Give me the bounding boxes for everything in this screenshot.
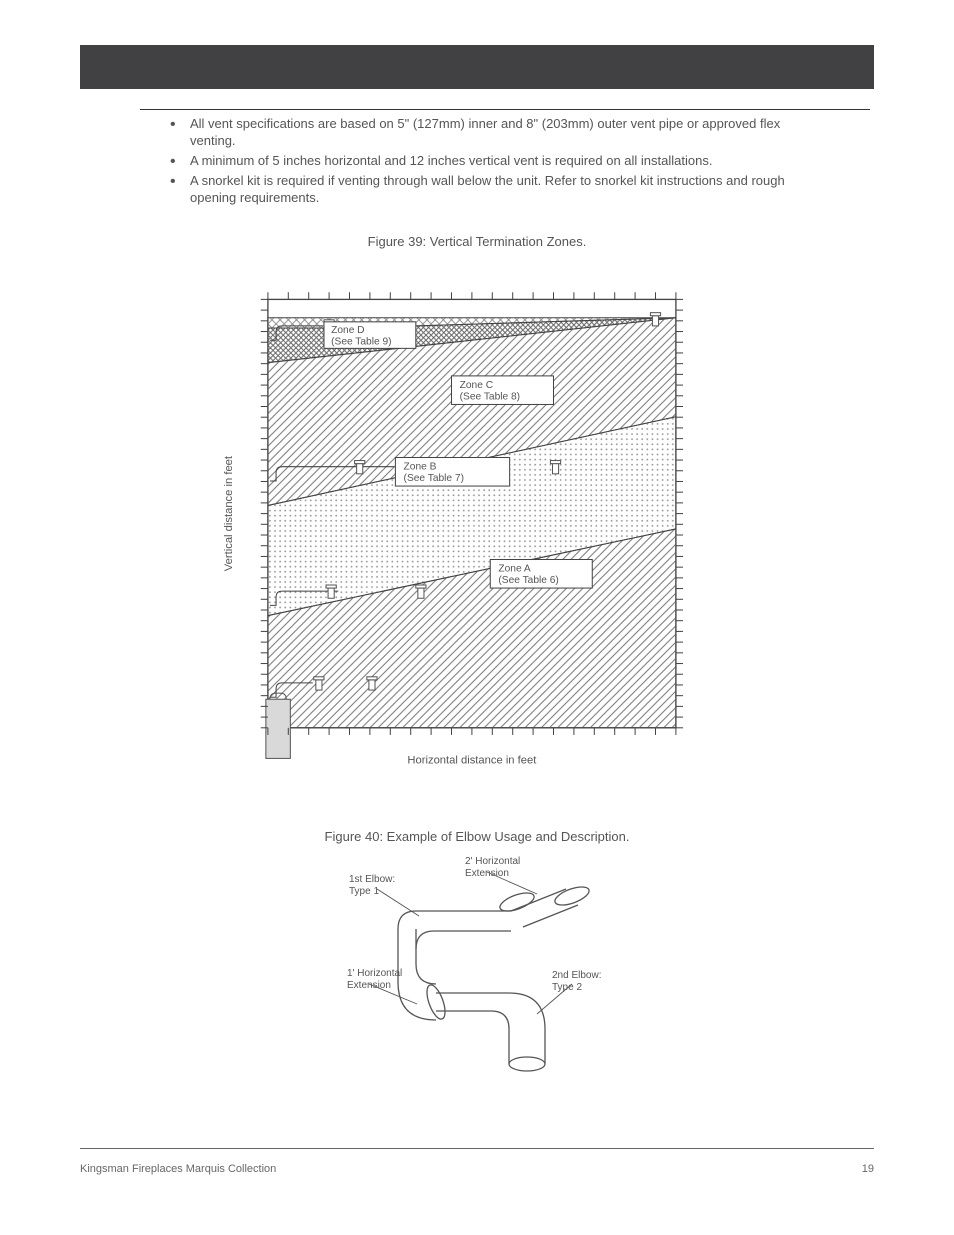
svg-text:Zone C: Zone C xyxy=(460,381,493,392)
svg-text:Zone A: Zone A xyxy=(498,564,530,575)
vent-zone-chart: Zone D (See Table 9) Zone C (See Table 8… xyxy=(177,279,777,789)
bullet-item: A snorkel kit is required if venting thr… xyxy=(170,173,810,207)
svg-text:Zone B: Zone B xyxy=(404,462,437,473)
svg-text:Extension: Extension xyxy=(465,868,509,879)
divider-rule xyxy=(140,109,870,110)
elbow-diagram: 1st Elbow: Type 1 2' Horizontal Extensio… xyxy=(347,854,607,1084)
bullet-item: A minimum of 5 inches horizontal and 12 … xyxy=(170,153,810,170)
footer-right: 19 xyxy=(862,1163,874,1175)
svg-text:Zone D: Zone D xyxy=(331,326,364,337)
svg-text:(See Table 7): (See Table 7) xyxy=(404,473,464,484)
figure-40-caption: Figure 40: Example of Elbow Usage and De… xyxy=(80,829,874,844)
zone-a-label: Zone A (See Table 6) xyxy=(490,560,592,589)
page: 20 VENTING All vent specifications are b… xyxy=(0,0,954,1235)
spec-bullets: All vent specifications are based on 5" … xyxy=(170,116,810,206)
x-axis-label: Horizontal distance in feet xyxy=(407,755,537,767)
svg-text:2' Horizontal: 2' Horizontal xyxy=(465,856,520,867)
svg-text:Extension: Extension xyxy=(347,980,391,991)
zone-b-label: Zone B (See Table 7) xyxy=(395,458,509,487)
footer-left: Kingsman Fireplaces Marquis Collection xyxy=(80,1163,276,1175)
svg-text:(See Table 9): (See Table 9) xyxy=(331,337,391,348)
svg-text:(See Table 8): (See Table 8) xyxy=(460,392,520,403)
zone-d-label: Zone D (See Table 9) xyxy=(324,322,416,349)
svg-text:Type 2: Type 2 xyxy=(552,982,582,993)
svg-text:1' Horizontal: 1' Horizontal xyxy=(347,968,402,979)
bullet-item: All vent specifications are based on 5" … xyxy=(170,116,810,150)
y-axis-label: Vertical distance in feet xyxy=(223,456,235,572)
zone-c-label: Zone C (See Table 8) xyxy=(452,376,554,405)
svg-text:2nd Elbow:: 2nd Elbow: xyxy=(552,970,601,981)
footer-rule xyxy=(80,1148,874,1149)
page-footer: Kingsman Fireplaces Marquis Collection 1… xyxy=(80,1163,874,1175)
svg-text:1st Elbow:: 1st Elbow: xyxy=(349,874,395,885)
section-header-bar: 20 VENTING xyxy=(80,45,874,89)
svg-text:Type 1: Type 1 xyxy=(349,886,379,897)
svg-text:(See Table 6): (See Table 6) xyxy=(498,575,558,586)
figure-39-caption: Figure 39: Vertical Termination Zones. xyxy=(80,234,874,249)
